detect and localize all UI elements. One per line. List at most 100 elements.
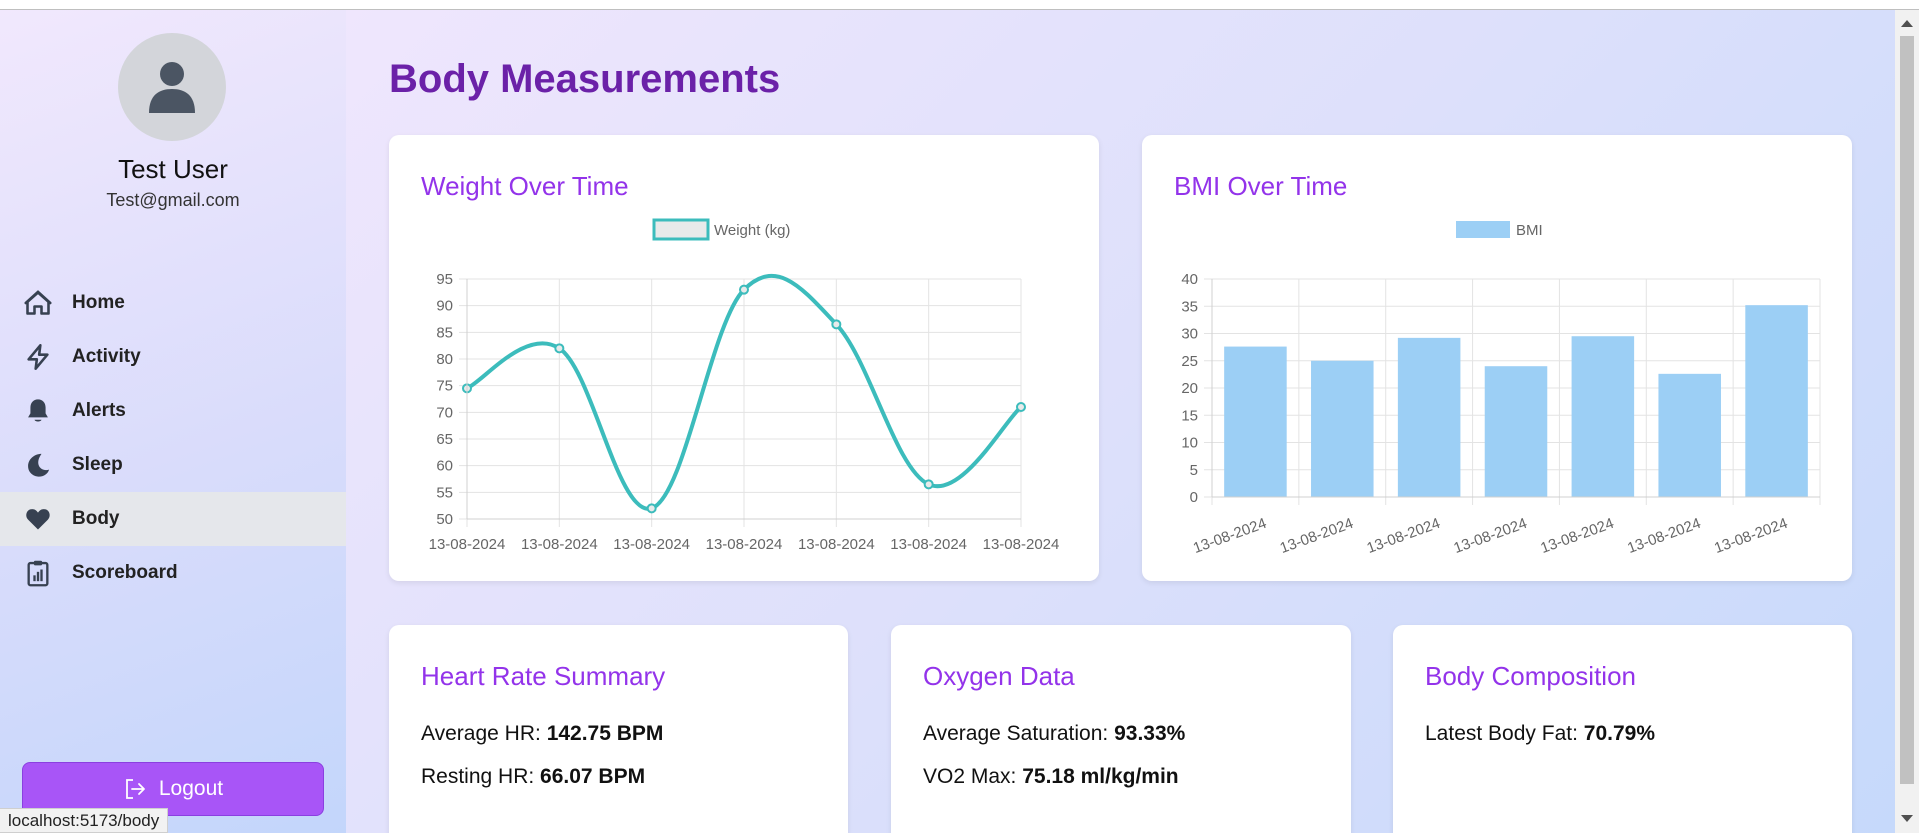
x-tick-label: 13-08-2024 bbox=[613, 536, 690, 553]
data-point bbox=[1016, 402, 1026, 412]
saturation-label: Average Saturation: bbox=[923, 722, 1109, 745]
sidebar-item-alerts[interactable]: Alerts bbox=[0, 384, 346, 438]
y-tick-label: 70 bbox=[436, 404, 453, 421]
sidebar-item-label: Sleep bbox=[72, 454, 123, 475]
vertical-scrollbar[interactable] bbox=[1895, 10, 1919, 833]
y-tick-label: 60 bbox=[436, 458, 453, 475]
scroll-up-arrow-icon[interactable] bbox=[1901, 20, 1913, 27]
y-tick-label: 85 bbox=[436, 324, 453, 341]
bar bbox=[1658, 373, 1721, 497]
average-hr-line: Average HR: 142.75 BPM bbox=[421, 722, 663, 746]
body-fat-line: Latest Body Fat: 70.79% bbox=[1425, 722, 1655, 746]
sidebar-item-label: Body bbox=[72, 508, 120, 529]
weight-chart-card: Weight Over Time Weight (kg) 95 90 85 80 75 70… bbox=[389, 135, 1099, 581]
legend-label: BMI bbox=[1516, 222, 1543, 239]
resting-hr-value: 66.07 BPM bbox=[540, 765, 646, 788]
x-tick-label: 13-08-2024 bbox=[1451, 515, 1529, 557]
body-fat-label: Latest Body Fat: bbox=[1425, 722, 1578, 745]
sidebar-item-home[interactable]: Home bbox=[0, 276, 346, 330]
bar bbox=[1571, 336, 1635, 497]
x-tick-label: 13-08-2024 bbox=[1278, 515, 1356, 557]
y-tick-label: 30 bbox=[1181, 326, 1198, 343]
average-hr-value: 142.75 BPM bbox=[546, 722, 664, 745]
status-url-tooltip: localhost:5173/body bbox=[0, 808, 169, 833]
resting-hr-line: Resting HR: 66.07 BPM bbox=[421, 765, 645, 789]
resting-hr-label: Resting HR: bbox=[421, 765, 535, 788]
body-fat-value: 70.79% bbox=[1583, 722, 1655, 745]
bell-icon bbox=[24, 397, 52, 425]
clipboard-chart-icon bbox=[24, 559, 52, 587]
y-tick-label: 80 bbox=[436, 351, 453, 368]
scroll-down-arrow-icon[interactable] bbox=[1901, 815, 1913, 822]
x-tick-label: 13-08-2024 bbox=[1712, 515, 1790, 557]
x-tick-label: 13-08-2024 bbox=[521, 536, 598, 553]
y-tick-label: 20 bbox=[1181, 380, 1198, 397]
lightning-icon bbox=[24, 343, 52, 371]
avatar[interactable] bbox=[118, 33, 226, 141]
heart-rate-card: Heart Rate Summary Average HR: 142.75 BP… bbox=[389, 625, 848, 833]
home-icon bbox=[24, 289, 52, 317]
x-tick-label: 13-08-2024 bbox=[983, 536, 1060, 553]
y-tick-label: 15 bbox=[1181, 407, 1198, 424]
vo2-line: VO2 Max: 75.18 ml/kg/min bbox=[923, 765, 1179, 789]
bar bbox=[1311, 360, 1374, 497]
moon-icon bbox=[24, 451, 52, 479]
sidebar-item-body[interactable]: Body bbox=[0, 492, 346, 546]
sidebar-nav: Home Activity Alerts Sleep bbox=[0, 276, 346, 600]
x-tick-label: 13-08-2024 bbox=[890, 536, 967, 553]
data-point bbox=[646, 503, 657, 514]
bar bbox=[1745, 305, 1808, 497]
y-tick-label: 40 bbox=[1181, 271, 1198, 288]
x-tick-label: 13-08-2024 bbox=[1625, 515, 1703, 557]
sidebar-item-sleep[interactable]: Sleep bbox=[0, 438, 346, 492]
card-title: Body Composition bbox=[1425, 661, 1636, 691]
user-name: Test User bbox=[118, 154, 228, 184]
bmi-chart-card: BMI Over Time BMI 40 35 30 25 20 15 10 5 0 13-08-2… bbox=[1142, 135, 1852, 581]
vo2-value: 75.18 ml/kg/min bbox=[1022, 765, 1179, 788]
sidebar-item-label: Home bbox=[72, 292, 125, 313]
main-content: Body Measurements Weight Over Time Weigh… bbox=[346, 10, 1895, 833]
data-point bbox=[923, 479, 934, 490]
browser-top-edge bbox=[0, 0, 1919, 10]
y-tick-label: 25 bbox=[1181, 353, 1198, 370]
data-point bbox=[739, 284, 749, 295]
card-title: Oxygen Data bbox=[923, 661, 1075, 691]
vo2-label: VO2 Max: bbox=[923, 765, 1017, 788]
scroll-thumb[interactable] bbox=[1900, 36, 1914, 784]
logout-label: Logout bbox=[158, 777, 224, 800]
saturation-value: 93.33% bbox=[1114, 722, 1186, 745]
card-title: Weight Over Time bbox=[421, 171, 629, 201]
x-tick-label: 13-08-2024 bbox=[798, 536, 875, 553]
y-tick-label: 5 bbox=[1190, 462, 1198, 479]
bar bbox=[1224, 346, 1287, 497]
page-title: Body Measurements bbox=[389, 57, 781, 101]
y-tick-label: 35 bbox=[1181, 298, 1198, 315]
sidebar: Test User Test@gmail.com Home Activity A… bbox=[0, 10, 346, 833]
oxygen-card: Oxygen Data Average Saturation: 93.33% V… bbox=[891, 625, 1351, 833]
body-composition-card: Body Composition Latest Body Fat: 70.79% bbox=[1393, 625, 1852, 833]
y-tick-label: 50 bbox=[436, 511, 453, 528]
logout-icon bbox=[123, 777, 147, 801]
y-tick-label: 90 bbox=[436, 298, 453, 315]
y-tick-label: 65 bbox=[436, 431, 453, 448]
x-tick-label: 13-08-2024 bbox=[1365, 515, 1443, 557]
legend-label: Weight (kg) bbox=[714, 222, 790, 239]
sidebar-item-scoreboard[interactable]: Scoreboard bbox=[0, 546, 346, 600]
x-tick-label: 13-08-2024 bbox=[706, 536, 783, 553]
sidebar-item-activity[interactable]: Activity bbox=[0, 330, 346, 384]
sidebar-item-label: Activity bbox=[72, 346, 141, 367]
legend-swatch bbox=[652, 218, 710, 241]
heart-icon bbox=[24, 505, 52, 533]
data-point bbox=[554, 343, 565, 354]
sidebar-item-label: Alerts bbox=[72, 400, 126, 421]
y-tick-label: 0 bbox=[1190, 489, 1198, 506]
user-avatar-icon bbox=[149, 62, 195, 113]
legend-swatch bbox=[1456, 221, 1510, 238]
data-point bbox=[831, 319, 842, 330]
bar bbox=[1397, 337, 1461, 497]
logout-button[interactable]: Logout bbox=[22, 762, 324, 816]
y-tick-label: 75 bbox=[436, 378, 453, 395]
sidebar-item-label: Scoreboard bbox=[72, 562, 178, 583]
card-title: BMI Over Time bbox=[1174, 171, 1348, 201]
